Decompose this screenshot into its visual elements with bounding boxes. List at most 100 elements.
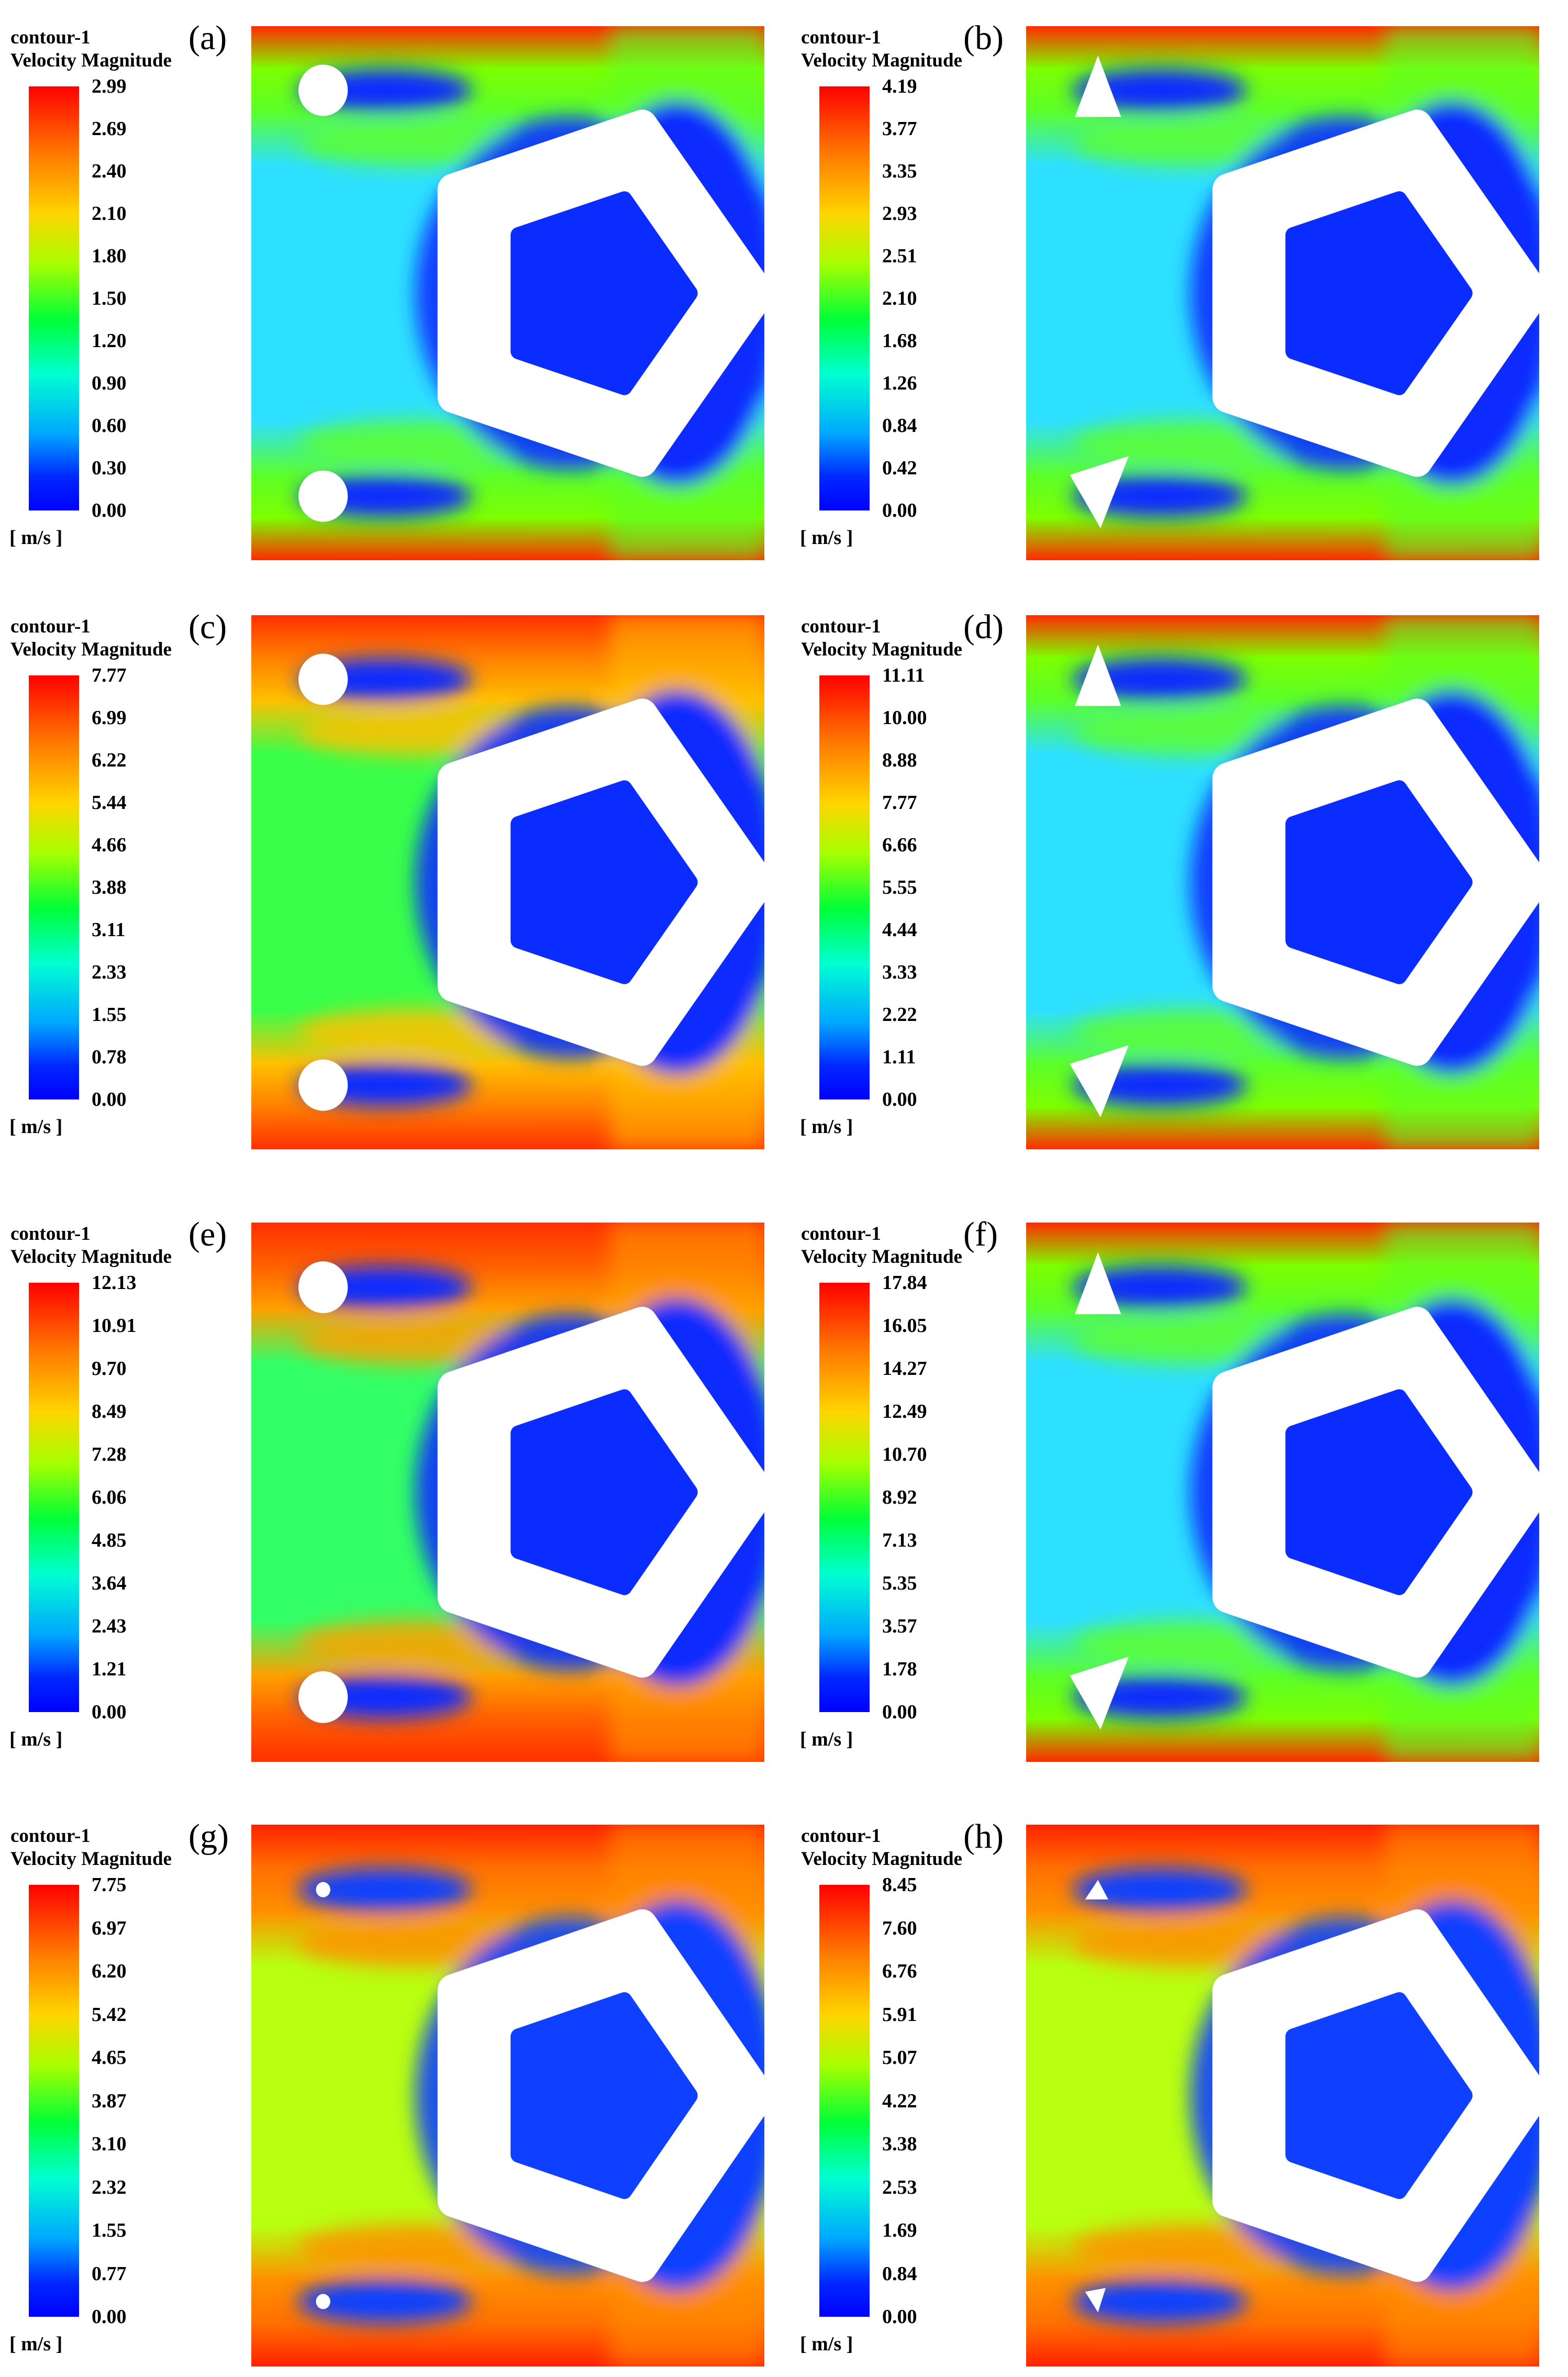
- contour-panel-b: contour-1 Velocity Magnitude 4.19 3.77 3.35 2…: [791, 21, 1565, 571]
- scale-tick-label: 2.10: [92, 203, 127, 225]
- scale-tick-label: 0.00: [92, 499, 127, 521]
- unit-label: [ m/s ]: [800, 2333, 853, 2355]
- panel-label: (f): [963, 1215, 998, 1253]
- legend-title-line1: contour-1: [10, 27, 91, 48]
- pentagon-ring-core: [1285, 191, 1473, 395]
- scale-tick-label: 6.66: [882, 834, 917, 856]
- scale-tick-label: 1.68: [882, 330, 917, 352]
- scale-tick-label: 10.70: [882, 1443, 927, 1465]
- velocity-contour-plot: [251, 26, 764, 560]
- pentagon-ring-core: [1285, 1992, 1473, 2200]
- legend-title-line1: contour-1: [801, 27, 881, 48]
- scale-tick-label: 0.00: [92, 1088, 127, 1110]
- contour-panel-e: contour-1 Velocity Magnitude 12.13 10.91 9.7…: [0, 1217, 775, 1772]
- scale-tick-label: 2.32: [92, 2176, 127, 2198]
- scale-tick-label: 0.00: [92, 1701, 127, 1723]
- pentagon-ring-core: [510, 191, 698, 395]
- scale-tick-label: 4.44: [882, 919, 917, 941]
- scale-tick-label: 2.69: [92, 118, 127, 140]
- upstream-cylinder: [316, 2294, 330, 2309]
- unit-label: [ m/s ]: [9, 2333, 63, 2355]
- upstream-cylinder: [298, 1059, 348, 1111]
- scale-tick-label: 17.84: [882, 1272, 927, 1294]
- unit-label: [ m/s ]: [800, 1116, 853, 1138]
- upstream-cylinder: [298, 1261, 348, 1314]
- scale-tick-label: 7.28: [92, 1443, 127, 1465]
- legend-title-line2: Velocity Magnitude: [10, 50, 172, 71]
- scale-tick-label: 8.88: [882, 749, 917, 771]
- scale-tick-label: 0.84: [882, 415, 917, 437]
- color-scale-bar: [819, 1885, 870, 2317]
- velocity-contour-plot: [1026, 615, 1539, 1149]
- scale-tick-label: 8.92: [882, 1486, 917, 1508]
- scale-tick-label: 2.99: [92, 75, 127, 97]
- scale-tick-label: 1.21: [92, 1658, 127, 1680]
- panel-label: (b): [963, 19, 1004, 57]
- legend-title: contour-1 Velocity Magnitude: [801, 1223, 962, 1269]
- legend-title-line1: contour-1: [801, 1825, 881, 1847]
- upstream-cylinder: [298, 653, 348, 705]
- velocity-contour-plot: [251, 1223, 764, 1762]
- scale-tick-label: 2.93: [882, 203, 917, 225]
- scale-tick-label: 1.69: [882, 2219, 917, 2241]
- legend-title-line2: Velocity Magnitude: [801, 639, 962, 660]
- velocity-contour-plot: [251, 615, 764, 1149]
- scale-tick-label: 0.60: [92, 415, 127, 437]
- scale-tick-label: 1.55: [92, 2219, 127, 2241]
- contour-panel-d: contour-1 Velocity Magnitude 11.11 10.00 8.8…: [791, 610, 1565, 1160]
- scale-tick-label: 0.00: [882, 499, 917, 521]
- pentagon-ring-core: [1285, 1389, 1473, 1595]
- scale-tick-label: 3.10: [92, 2133, 127, 2155]
- scale-tick-label: 8.49: [92, 1401, 127, 1423]
- scale-tick-label: 0.90: [92, 372, 127, 394]
- legend-title-line2: Velocity Magnitude: [801, 50, 962, 71]
- unit-label: [ m/s ]: [800, 1728, 853, 1750]
- color-scale-bar: [819, 675, 870, 1099]
- legend-title-line2: Velocity Magnitude: [10, 1246, 172, 1268]
- color-scale-bar: [819, 86, 870, 510]
- upstream-triangle: [1085, 2287, 1106, 2313]
- unit-label: [ m/s ]: [800, 527, 853, 549]
- velocity-contour-plot: [251, 1825, 764, 2367]
- scale-tick-label: 0.00: [882, 1701, 917, 1723]
- scale-tick-label: 3.11: [92, 919, 126, 941]
- legend-title-line1: contour-1: [10, 1223, 91, 1245]
- scale-tick-label: 3.33: [882, 961, 917, 983]
- panel-label: (e): [188, 1215, 227, 1253]
- panel-label: (a): [188, 19, 227, 57]
- legend-title-line2: Velocity Magnitude: [10, 1848, 172, 1870]
- scale-tick-label: 5.44: [92, 792, 127, 814]
- legend-title-line1: contour-1: [801, 616, 881, 637]
- scale-tick-label: 4.65: [92, 2047, 127, 2069]
- upstream-cylinder: [298, 1671, 348, 1723]
- color-scale-bar: [29, 86, 79, 510]
- contour-panel-h: contour-1 Velocity Magnitude 8.45 7.60 6.76 5…: [791, 1819, 1565, 2377]
- contour-panel-c: contour-1 Velocity Magnitude 7.77 6.99 6.22 5…: [0, 610, 775, 1160]
- scale-tick-label: 12.13: [92, 1272, 137, 1294]
- scale-tick-label: 3.77: [882, 118, 917, 140]
- upstream-cylinder: [298, 470, 348, 522]
- scale-tick-label: 5.55: [882, 876, 917, 898]
- velocity-contour-plot: [1026, 1223, 1539, 1762]
- upstream-triangle: [1075, 55, 1121, 117]
- pentagon-ring-core: [510, 1389, 698, 1595]
- upstream-cylinder: [298, 64, 348, 116]
- velocity-contour-plot: [1026, 1825, 1539, 2367]
- unit-label: [ m/s ]: [9, 1116, 63, 1138]
- scale-tick-label: 4.66: [92, 834, 127, 856]
- scale-tick-label: 11.11: [882, 664, 925, 686]
- legend-title-line2: Velocity Magnitude: [801, 1246, 962, 1268]
- scale-tick-label: 3.57: [882, 1615, 917, 1637]
- upstream-triangle: [1075, 1252, 1121, 1315]
- panel-label: (h): [963, 1817, 1004, 1856]
- legend-title-line1: contour-1: [801, 1223, 881, 1245]
- scale-tick-label: 9.70: [92, 1358, 127, 1380]
- color-scale-bar: [29, 1283, 79, 1712]
- scale-tick-label: 1.26: [882, 372, 917, 394]
- scale-tick-label: 3.88: [92, 876, 127, 898]
- scale-tick-label: 3.87: [92, 2090, 127, 2112]
- scale-tick-label: 0.00: [882, 2306, 917, 2328]
- scale-tick-label: 3.64: [92, 1572, 127, 1594]
- scale-tick-label: 1.50: [92, 287, 127, 309]
- legend-title-line1: contour-1: [10, 1825, 91, 1847]
